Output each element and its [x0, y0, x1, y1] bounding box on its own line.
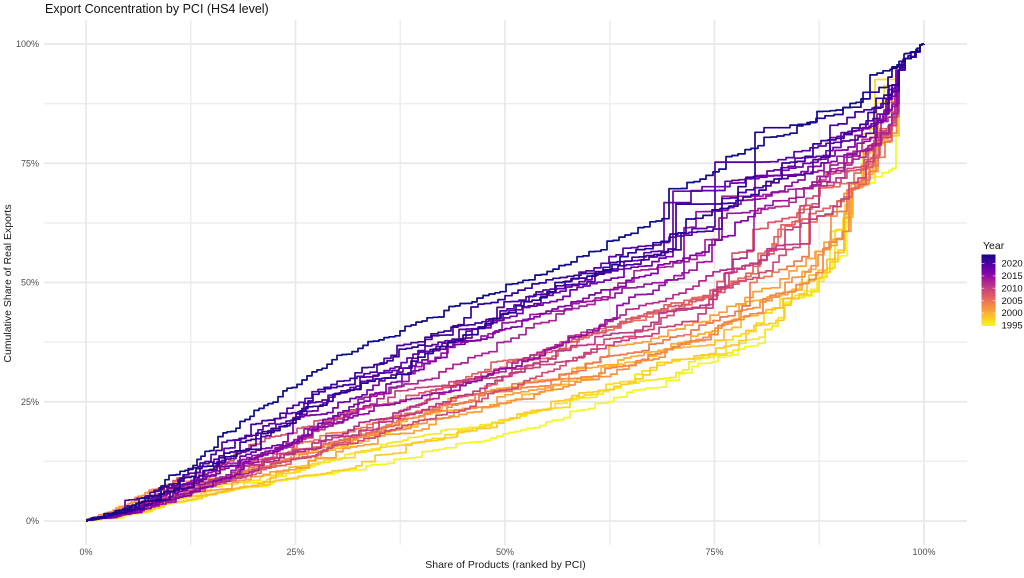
svg-text:0%: 0%: [26, 516, 39, 526]
svg-text:75%: 75%: [21, 158, 39, 168]
svg-text:25%: 25%: [21, 397, 39, 407]
svg-text:100%: 100%: [912, 547, 935, 557]
svg-text:0%: 0%: [79, 547, 92, 557]
svg-text:50%: 50%: [496, 547, 514, 557]
svg-text:100%: 100%: [16, 39, 39, 49]
svg-text:2000: 2000: [1002, 308, 1023, 319]
svg-text:Cumulative Share of Real Expor: Cumulative Share of Real Exports: [2, 204, 14, 362]
svg-text:Export Concentration by PCI (H: Export Concentration by PCI (HS4 level): [45, 2, 269, 16]
svg-text:2015: 2015: [1002, 271, 1023, 282]
svg-text:Year: Year: [983, 240, 1005, 252]
svg-text:1995: 1995: [1002, 321, 1023, 332]
svg-text:2010: 2010: [1002, 284, 1023, 295]
svg-text:25%: 25%: [286, 547, 304, 557]
svg-text:75%: 75%: [705, 547, 723, 557]
svg-text:Share of Products (ranked by P: Share of Products (ranked by PCI): [425, 559, 586, 571]
svg-text:50%: 50%: [21, 278, 39, 288]
svg-text:2005: 2005: [1002, 296, 1023, 307]
svg-text:2020: 2020: [1002, 259, 1023, 270]
